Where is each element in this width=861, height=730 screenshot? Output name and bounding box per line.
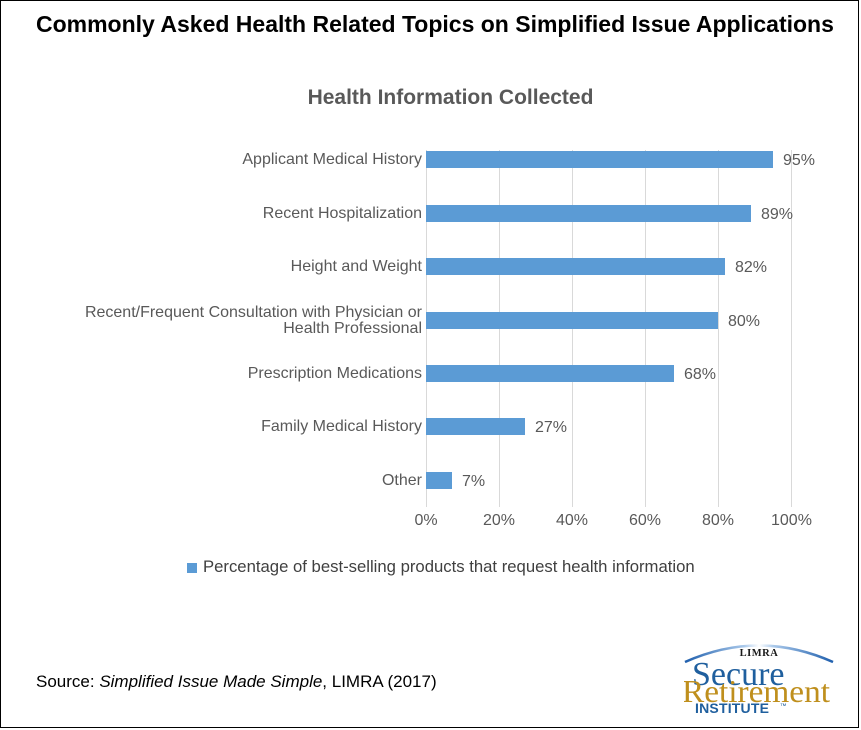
svg-text:™: ™	[780, 703, 787, 710]
svg-text:INSTITUTE: INSTITUTE	[695, 700, 769, 716]
